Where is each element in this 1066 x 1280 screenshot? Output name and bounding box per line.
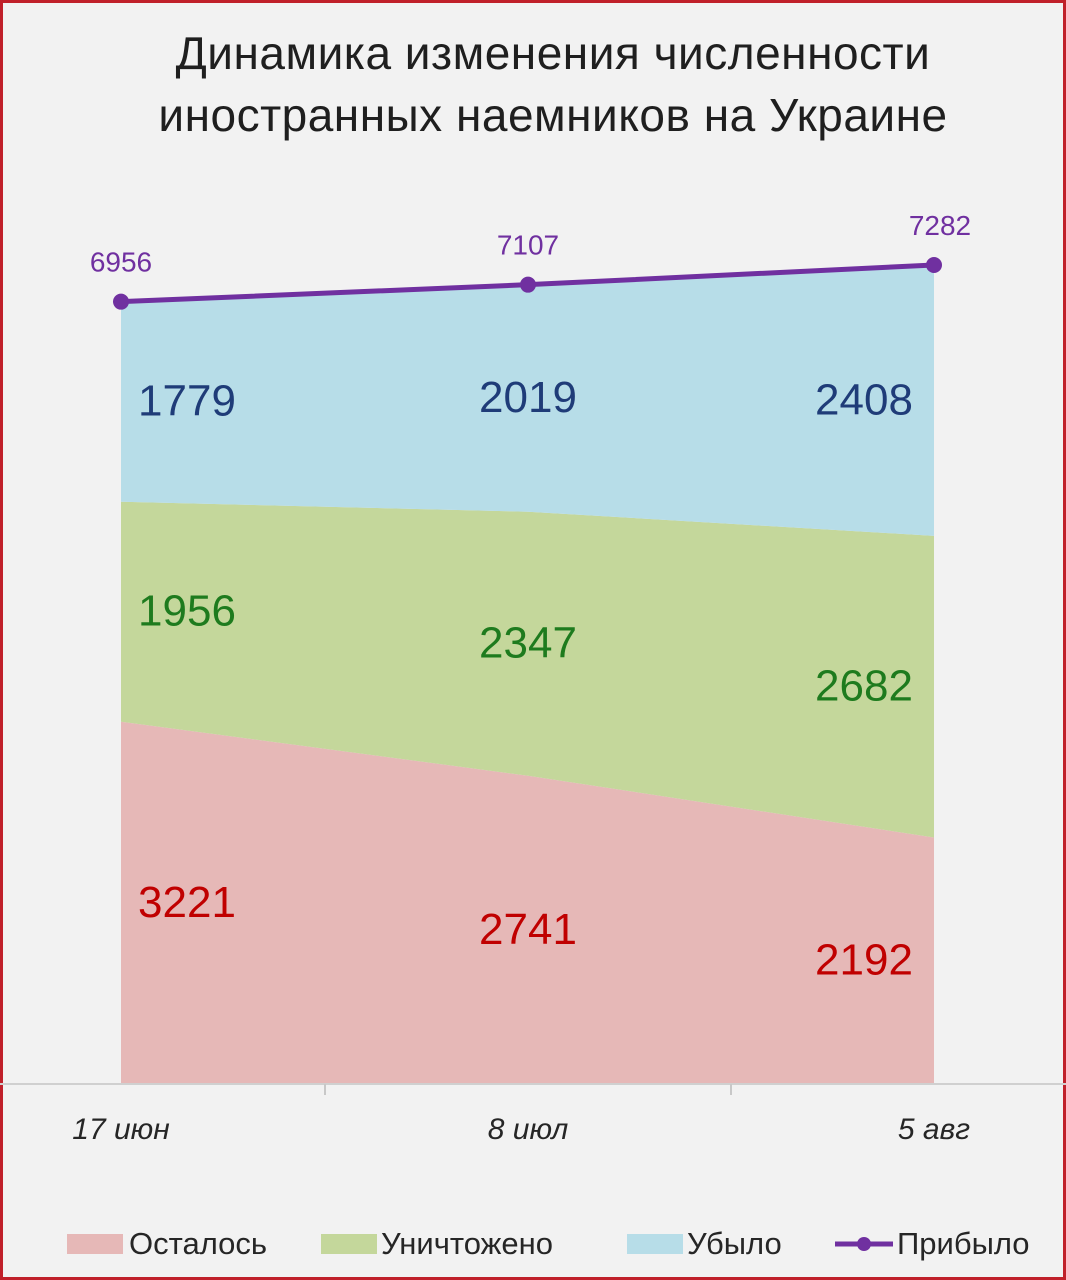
legend-label-ostalos: Осталось	[129, 1226, 268, 1261]
title-line-2: иностранных наемников на Украине	[158, 89, 948, 141]
chart-legend: Осталось Уничтожено Убыло Прибыло	[0, 1222, 1066, 1266]
x-tick-label-0: 17 июн	[72, 1113, 169, 1146]
x-tick-label-2: 5 авг	[898, 1113, 970, 1146]
legend-label-ubylo: Убыло	[687, 1226, 782, 1261]
line-point-Прибыло-2	[926, 257, 942, 273]
legend-swatch-ostalos	[67, 1234, 123, 1254]
data-label-Уничтожено-2: 2682	[815, 662, 913, 711]
title-line-1: Динамика изменения численности	[175, 27, 931, 79]
legend-label-pribylo: Прибыло	[897, 1226, 1030, 1261]
area-Осталось	[121, 721, 934, 1084]
line-data-label-2: 7282	[909, 210, 971, 241]
line-data-label-1: 7107	[497, 230, 559, 261]
data-label-Осталось-2: 2192	[815, 936, 913, 985]
chart-title: Динамика изменения численности иностранн…	[0, 22, 1066, 146]
line-data-label-0: 6956	[90, 247, 152, 278]
legend-swatch-ubylo	[627, 1234, 683, 1254]
data-label-Убыло-1: 2019	[479, 373, 577, 422]
data-label-Убыло-0: 1779	[138, 377, 236, 426]
x-tick-label-1: 8 июл	[488, 1113, 569, 1146]
line-point-Прибыло-0	[113, 293, 129, 310]
data-label-Уничтожено-0: 1956	[138, 587, 236, 636]
legend-swatch-unichtozheno	[321, 1234, 377, 1254]
legend-label-unichtozheno: Уничтожено	[381, 1226, 553, 1261]
data-label-Осталось-1: 2741	[479, 905, 577, 954]
line-point-Прибыло-1	[520, 276, 536, 293]
data-label-Уничтожено-1: 2347	[479, 619, 577, 668]
legend-line-marker-pribylo	[835, 1237, 893, 1251]
stacked-area-chart: 3221 2741 2192 1956 2347 2682 1779 2019 2408 6956…	[0, 210, 1066, 1146]
data-label-Осталось-0: 3221	[138, 878, 236, 927]
data-label-Убыло-2: 2408	[815, 375, 913, 424]
area-Уничтожено	[121, 501, 934, 838]
area-Убыло	[121, 265, 934, 536]
